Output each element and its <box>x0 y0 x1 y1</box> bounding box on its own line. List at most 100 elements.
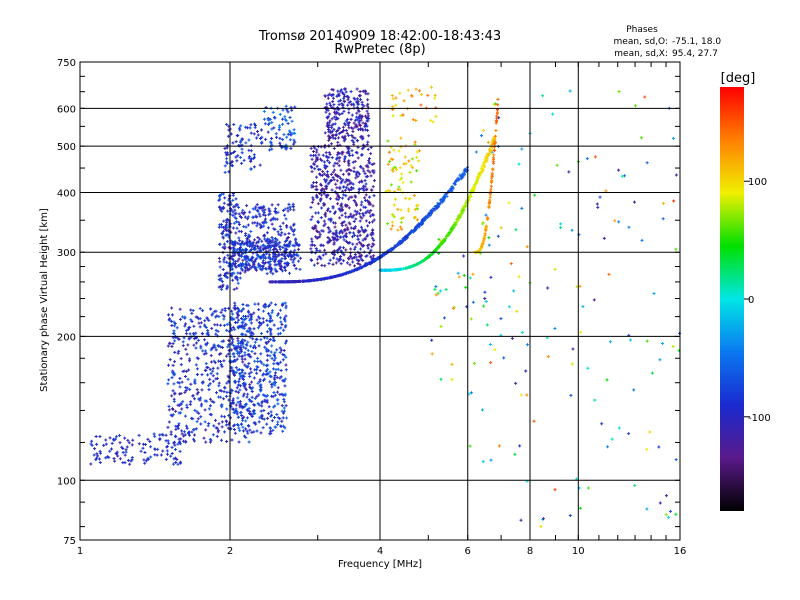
data-point <box>232 317 236 321</box>
data-point <box>282 253 286 257</box>
data-point <box>191 417 195 421</box>
data-point <box>223 170 227 174</box>
data-point <box>263 345 267 349</box>
data-point <box>224 423 228 427</box>
data-point <box>291 229 295 233</box>
data-point <box>315 248 319 252</box>
data-point <box>336 150 340 154</box>
data-point <box>236 281 240 285</box>
data-point <box>252 165 256 169</box>
data-point <box>198 317 202 321</box>
data-point <box>211 433 215 437</box>
data-point <box>272 391 276 395</box>
data-point <box>311 198 315 202</box>
data-point <box>247 138 251 142</box>
data-point <box>336 195 340 199</box>
data-point <box>321 229 325 233</box>
data-point <box>263 255 267 259</box>
data-point <box>257 315 261 319</box>
data-point <box>367 134 371 138</box>
data-point <box>316 221 320 225</box>
data-point <box>327 161 331 165</box>
data-point <box>372 194 376 198</box>
data-point <box>292 142 296 146</box>
data-point <box>314 226 318 230</box>
data-point <box>281 245 285 249</box>
data-point <box>208 412 212 416</box>
data-point <box>292 128 296 132</box>
data-point <box>246 314 250 318</box>
data-point <box>268 248 272 252</box>
data-point <box>246 303 250 307</box>
data-point <box>362 214 366 218</box>
data-point <box>257 263 261 267</box>
data-point <box>215 377 219 380</box>
data-point <box>226 253 230 257</box>
data-point <box>415 150 419 154</box>
data-point <box>633 483 637 487</box>
data-point <box>172 320 176 324</box>
data-point <box>337 207 341 211</box>
data-point <box>196 390 200 394</box>
data-point <box>418 89 422 93</box>
data-point <box>263 303 267 307</box>
data-point <box>222 317 226 321</box>
data-point <box>268 380 272 384</box>
data-point <box>319 189 323 193</box>
data-point <box>366 147 370 151</box>
data-point <box>237 318 241 322</box>
data-point <box>269 410 273 414</box>
data-point <box>359 153 363 157</box>
data-point <box>280 146 284 150</box>
data-point <box>293 228 297 232</box>
data-point <box>353 118 357 122</box>
data-point <box>444 236 448 240</box>
data-point <box>330 94 334 98</box>
data-point <box>261 209 265 213</box>
data-point <box>223 245 227 249</box>
data-point <box>191 309 195 313</box>
data-point <box>394 103 398 107</box>
data-point <box>496 234 500 238</box>
data-point <box>262 304 266 308</box>
data-point <box>439 242 443 246</box>
data-point <box>394 268 398 272</box>
data-point <box>520 331 524 335</box>
data-point <box>324 151 328 155</box>
data-point <box>171 342 175 346</box>
data-point <box>294 267 298 271</box>
data-point <box>210 399 214 403</box>
data-point <box>90 439 94 443</box>
data-point <box>341 252 345 256</box>
data-point <box>217 352 221 356</box>
data-point <box>219 438 223 442</box>
data-point <box>183 375 187 379</box>
data-point <box>142 458 146 462</box>
data-point <box>438 289 442 293</box>
data-point <box>246 392 250 396</box>
data-point <box>166 313 170 317</box>
data-point <box>277 362 281 366</box>
data-point <box>361 128 365 132</box>
data-point <box>272 126 276 130</box>
data-point <box>235 311 239 315</box>
data-point <box>123 436 127 440</box>
data-point <box>270 121 274 125</box>
data-point <box>254 337 258 341</box>
data-point <box>231 267 235 271</box>
data-point <box>256 302 260 306</box>
data-point <box>488 343 492 347</box>
data-point <box>319 216 323 220</box>
data-point <box>290 254 294 258</box>
data-point <box>386 222 390 226</box>
data-point <box>255 371 259 375</box>
data-point <box>290 119 294 123</box>
data-point <box>605 378 609 382</box>
data-point <box>276 230 280 234</box>
data-point <box>237 342 241 346</box>
data-point <box>358 233 362 237</box>
data-point <box>219 363 223 367</box>
data-point <box>592 298 596 302</box>
data-point <box>322 219 326 223</box>
data-point <box>437 237 441 241</box>
